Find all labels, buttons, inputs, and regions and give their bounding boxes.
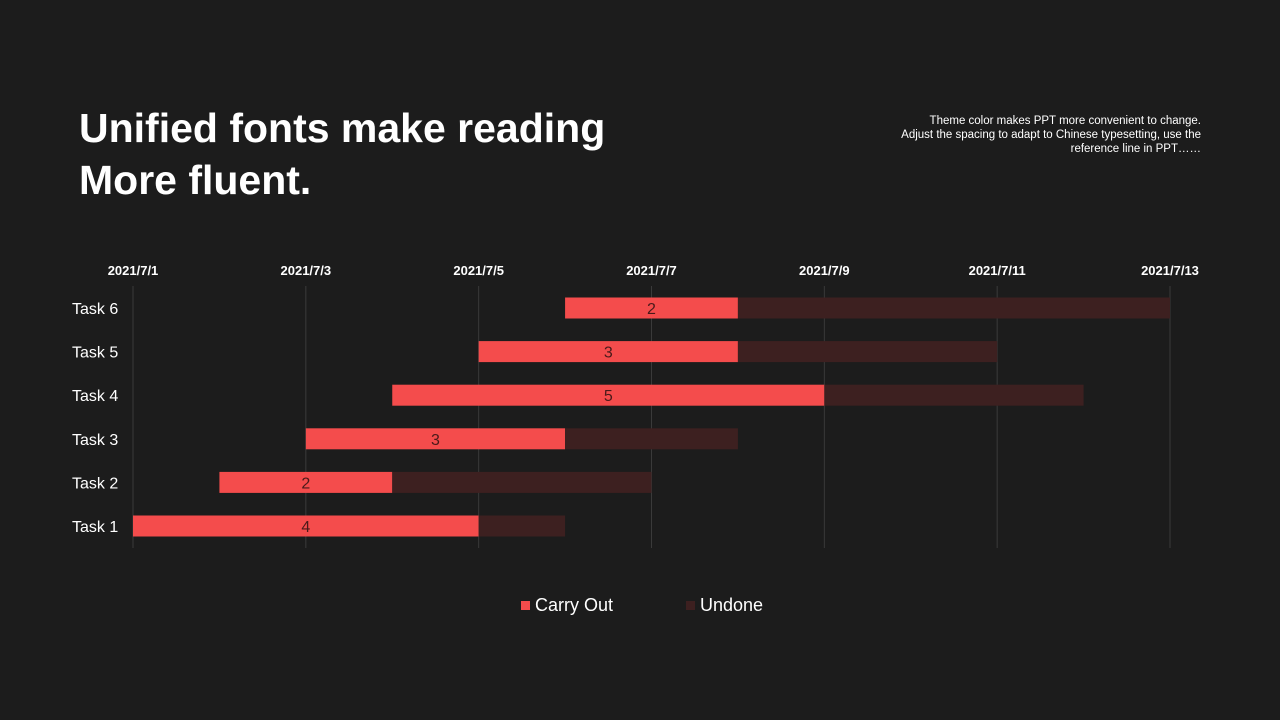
y-category-label: Task 2 <box>72 475 118 492</box>
y-category-label: Task 1 <box>72 519 118 536</box>
bar-carry-out <box>305 428 566 450</box>
legend-swatch-carry-out <box>521 600 530 610</box>
page-title: Unified fonts make reading More fluent. <box>79 102 779 206</box>
y-category-label: Task 6 <box>72 301 118 318</box>
data-label: 2 <box>301 475 310 492</box>
legend-label-carry-out: Carry Out <box>535 594 614 615</box>
data-labels: 2 3 5 3 2 4 <box>301 301 656 536</box>
y-category-label: Task 5 <box>72 345 118 362</box>
subtitle-line-1: Theme color makes PPT more convenient to… <box>929 115 1201 127</box>
data-label: 3 <box>604 345 613 362</box>
legend-item-undone: Undone <box>686 592 763 618</box>
grid-lines <box>132 286 1171 548</box>
title-line-2: More fluent. <box>79 157 312 203</box>
x-tick-label: 2021/7/3 <box>281 263 332 278</box>
subtitle-line-3: reference line in PPT…… <box>1070 143 1201 155</box>
x-tick-label: 2021/7/9 <box>799 263 850 278</box>
bar-carry-out <box>219 471 393 493</box>
data-label: 2 <box>647 301 656 318</box>
legend-label-undone: Undone <box>700 594 764 615</box>
legend-item-carry-out: Carry Out <box>521 592 613 618</box>
bars <box>133 297 1170 537</box>
data-label: 3 <box>431 432 440 449</box>
x-tick-label: 2021/7/13 <box>1141 263 1199 278</box>
title-line-1: Unified fonts make reading <box>79 105 606 151</box>
bar-carry-out <box>565 297 738 319</box>
y-axis-categories: Task 6 Task 5 Task 4 Task 3 Task 2 Task 1 <box>72 301 118 536</box>
bar-undone <box>565 428 738 450</box>
data-label: 5 <box>604 388 613 405</box>
bar-carry-out <box>133 515 479 537</box>
x-tick-label: 2021/7/11 <box>969 263 1026 278</box>
subtitle: Theme color makes PPT more convenient to… <box>841 114 1201 156</box>
y-category-label: Task 4 <box>72 388 118 405</box>
x-tick-label: 2021/7/1 <box>108 263 159 278</box>
bar-undone <box>737 297 1170 319</box>
x-axis-ticks: 2021/7/1 2021/7/3 2021/7/5 2021/7/7 2021/7/9… <box>108 263 1199 278</box>
data-label: 4 <box>301 519 310 536</box>
bar-undone <box>737 341 998 363</box>
x-tick-label: 2021/7/5 <box>453 263 504 278</box>
y-category-label: Task 3 <box>72 432 118 449</box>
bar-carry-out <box>478 341 738 363</box>
x-tick-label: 2021/7/7 <box>626 263 677 278</box>
subtitle-line-2: Adjust the spacing to adapt to Chinese t… <box>901 129 1201 141</box>
legend-swatch-undone <box>686 600 695 610</box>
legend: Carry Out Undone <box>0 592 1280 618</box>
bar-carry-out <box>392 384 825 406</box>
bar-undone <box>392 471 652 493</box>
bar-undone <box>824 384 1084 406</box>
bar-undone <box>478 515 566 537</box>
